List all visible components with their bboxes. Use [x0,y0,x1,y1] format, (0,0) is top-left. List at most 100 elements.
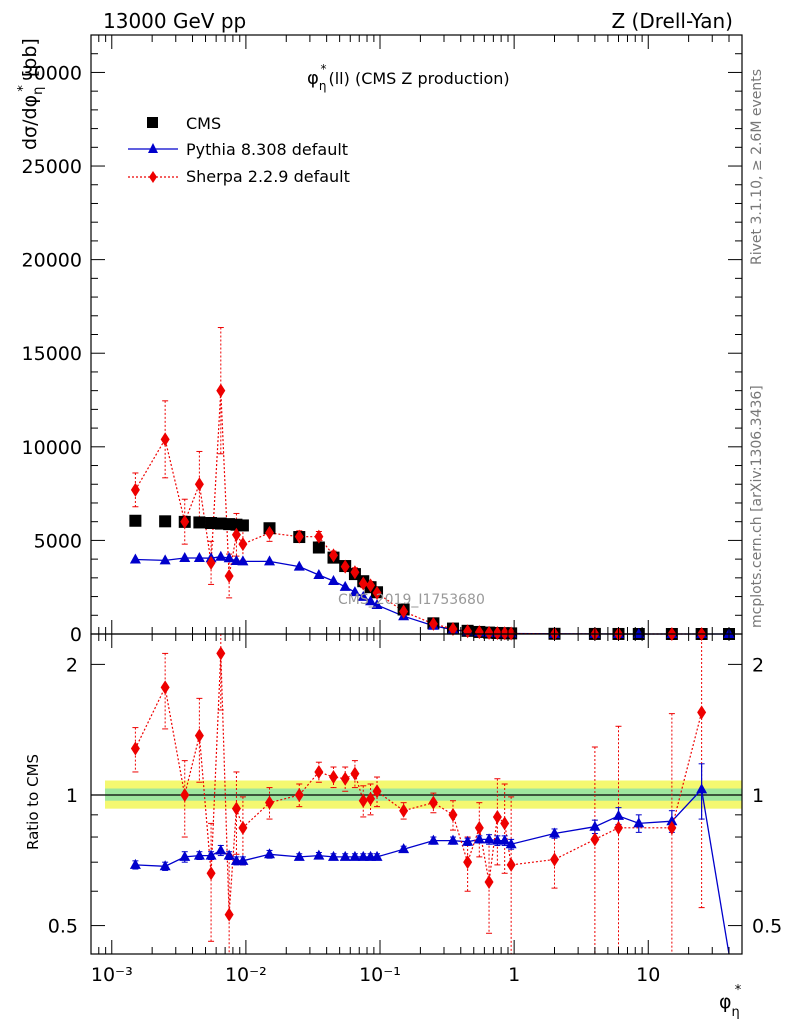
sherpa-ratio-point [428,795,438,810]
sherpa-point [428,616,438,631]
sherpa-ratio-point [590,832,600,847]
pythia-ratio-point [179,850,191,861]
sherpa-ratio-point [350,766,360,781]
main-plot-panel: 0 5000 10000 15000 20000 25000 30000 [22,34,743,646]
y-tick-label: 10000 [22,437,82,459]
legend-label-cms: CMS [186,114,221,133]
sherpa-point [463,624,473,639]
mcplots-label: mcplots.cern.ch [arXiv:1306.3436] [749,385,765,628]
pythia-ratio-point [483,833,495,844]
main-y-axis-label: dσ/dφη* [pb] [16,38,46,150]
pythia-ratio-point [462,835,474,846]
sherpa-ratio-point [372,784,382,799]
ratio-y-tick-label: 2 [66,654,78,676]
sherpa-point [294,529,304,544]
sherpa-ratio-point [194,728,204,743]
ratio-y-tick-label: 1 [752,785,764,807]
legend-label-pythia: Pythia 8.308 default [186,140,348,159]
analysis-watermark: CMS_2019_I1753680 [338,592,485,608]
sherpa-point [492,626,502,641]
sherpa-point [399,604,409,619]
sherpa-ratio-point [224,907,234,922]
pythia-point [193,552,205,563]
sherpa-ratio-point [448,807,458,822]
legend: CMS Pythia 8.308 default Sherpa 2.2.9 de… [128,114,350,186]
ratio-y-tick-label: 1 [66,785,78,807]
pythia-ratio-point [339,850,351,861]
sherpa-ratio-point [180,787,190,802]
legend-marker-cms [147,117,158,128]
ratio-plot-panel: 0.5 0.5 1 1 2 2 [48,633,782,955]
sherpa-ratio-point [614,820,624,835]
legend-marker-sherpa [149,171,157,183]
sherpa-ratio-point [697,705,707,720]
sherpa-point [350,565,360,580]
ratio-data-layer [129,633,730,955]
cms-point [129,514,142,527]
pythia-ratio-point [357,850,369,861]
pythia-ratio-point [371,850,383,861]
y-tick-label: 20000 [22,250,82,272]
pythia-ratio-point [215,844,227,855]
pythia-point [159,554,171,565]
header-left: 13000 GeV pp [103,9,246,33]
pythia-ratio-point [264,848,276,859]
cms-point [159,515,172,528]
sherpa-ratio-point [366,791,376,806]
y-tick-label: 0 [70,624,82,646]
sherpa-ratio-point [206,866,216,881]
sherpa-ratio-point [667,820,677,835]
pythia-ratio-point [427,834,439,845]
pythia-ratio-point [193,849,205,860]
sherpa-point [340,559,350,574]
x-tick-label: 1 [508,964,520,986]
x-tick-label: 10⁻³ [91,964,133,986]
ratio-y-tick-label: 0.5 [752,916,782,938]
sherpa-point [180,514,190,529]
pythia-ratio-point [237,854,249,865]
ratio-y-tick-label: 2 [752,654,764,676]
pythia-ratio-point [129,858,141,869]
pythia-ratio-point [549,827,561,838]
sherpa-ratio-point [231,801,241,816]
rivet-version-label: Rivet 3.1.10, ≥ 2.6M events [749,69,765,265]
y-tick-label: 15000 [22,343,82,365]
pythia-ratio-point [491,834,503,845]
sherpa-ratio-point [550,852,560,867]
plot-title-text: φη* (ll) (CMS Z production) [307,62,510,93]
sherpa-point [314,529,324,544]
pythia-ratio-point [666,815,678,826]
sherpa-ratio-point [314,764,324,779]
sherpa-ratio-point [238,820,248,835]
sherpa-ratio-point [500,816,510,831]
legend-label-sherpa: Sherpa 2.2.9 default [186,167,350,186]
sherpa-ratio-point [160,680,170,695]
y-tick-label: 5000 [34,530,82,552]
pythia-ratio-point [473,833,485,844]
pythia-ratio-point [313,849,325,860]
sherpa-point [194,477,204,492]
sherpa-ratio-point [506,857,516,872]
sherpa-point [500,626,510,641]
y-tick-label: 25000 [22,156,82,178]
sherpa-point [474,625,484,640]
sherpa-point [130,482,140,497]
legend-marker-pythia [148,143,158,153]
pythia-point [313,569,325,580]
sherpa-ratio-point [294,787,304,802]
pythia-point [129,553,141,564]
x-axis-ticks: 10⁻³ 10⁻² 10⁻¹ 1 10 [90,35,743,986]
sherpa-point [224,568,234,583]
pythia-point [349,586,361,597]
pythia-ratio-point [159,860,171,871]
sherpa-point [231,527,241,542]
pythia-point [328,575,340,586]
sherpa-ratio-point [474,820,484,835]
x-axis-label: φη* [719,983,742,1020]
sherpa-point [265,525,275,540]
sherpa-ratio-point [463,855,473,870]
pythia-ratio-point [398,843,410,854]
sherpa-ratio-point [265,795,275,810]
cms-point [236,519,249,532]
sherpa-point [216,383,226,398]
